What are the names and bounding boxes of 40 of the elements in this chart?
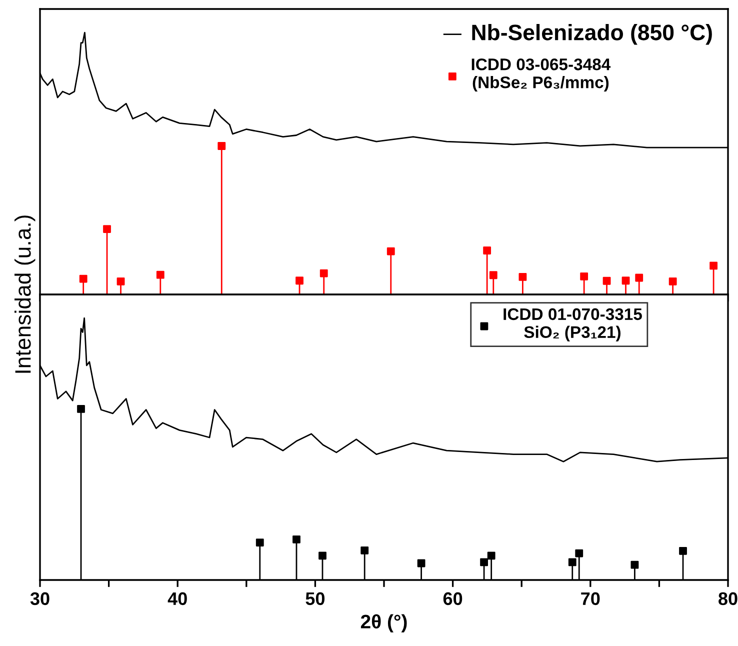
y-axis-title: Intensidad (u.a.) [14,216,36,373]
legend-label: ICDD 03-065-3484 (NbSe₂ P6₃/mmc) [472,58,611,92]
x-axis-title: 2θ (°) [360,614,407,632]
point [386,247,395,256]
point [483,246,492,254]
point [103,225,111,233]
point [480,558,488,566]
legend-label: ICDD 01-070-3315 SiO₂ (P3₁21) [504,308,642,342]
point [622,276,630,285]
point [256,538,264,546]
point [296,276,304,285]
legend-label: Nb-Selenizado (850 °C) [472,24,712,45]
x-tick-label: 60 [443,592,462,606]
point [487,552,496,560]
point [417,559,426,568]
point [710,262,718,270]
point [668,277,677,286]
point [679,546,687,555]
point [360,546,369,554]
point [318,552,326,560]
point [292,535,300,544]
point [575,549,584,558]
point [116,277,125,286]
x-tick-label: 30 [30,592,50,606]
point [218,142,226,150]
point [489,271,498,280]
x-tick-label: 70 [581,592,600,606]
point [568,558,576,566]
x-tick-label: 80 [718,592,738,606]
point [630,560,639,569]
point [79,274,88,283]
point [156,270,164,279]
x-tick-label: 50 [306,592,325,606]
point [77,405,85,413]
point [518,273,527,281]
point [320,269,328,278]
point [602,276,611,285]
point [635,274,644,282]
point [580,272,588,280]
x-tick-label: 40 [168,592,187,606]
